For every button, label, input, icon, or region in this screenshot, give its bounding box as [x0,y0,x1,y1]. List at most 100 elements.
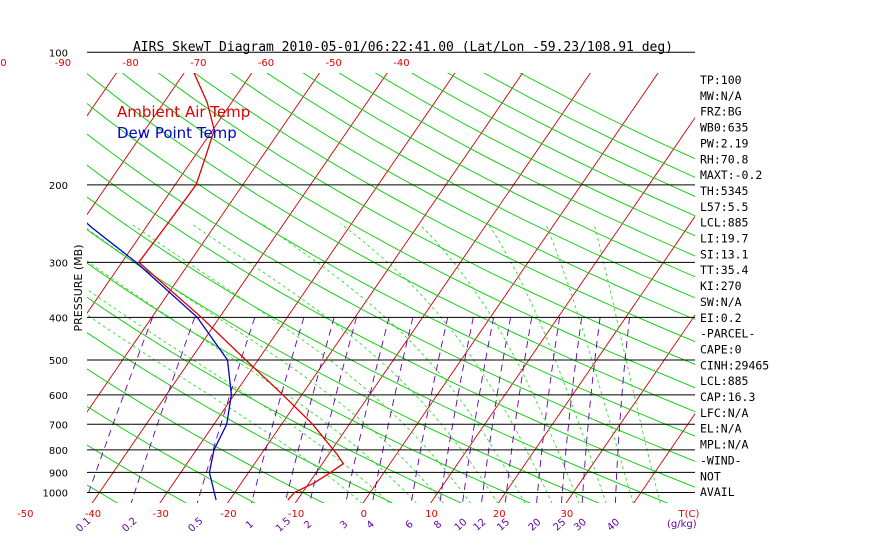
mixing-ratio-tick-label: 0.5 [186,516,205,535]
stability-index-item: LI:19.7 [700,232,749,246]
dry-adiabat-line [302,73,695,278]
isobar-lines [87,51,695,493]
bottom-temperature-tick-label: -50 [17,509,33,520]
stability-index-item: MW:N/A [700,89,742,103]
moist-adiabat-line [87,260,417,503]
pressure-tick-label: 600 [49,391,68,402]
bottom-temperature-tick-label: 10 [425,509,438,520]
moist-adiabat-line [87,228,444,503]
pressure-tick-label: 100 [49,48,68,59]
stability-index-item: FRZ:BG [700,105,742,119]
dry-adiabat-line [0,43,49,504]
dry-adiabat-line [193,73,695,343]
moist-adiabat-line [87,288,390,503]
isotherm-line [87,73,253,315]
stability-index-item: TP:100 [700,73,742,87]
bottom-temperature-tick-label: -20 [220,509,236,520]
dew-point-temp-line [87,222,233,501]
stability-index-item: MPL:N/A [700,438,749,452]
mixing-ratio-tick-label: 6 [404,519,416,531]
mixing-ratio-tick-label: 2 [302,519,314,531]
stability-index-item: TH:5345 [700,184,748,198]
stability-index-item: CINH:29465 [700,358,769,372]
isotherm-line [362,73,659,503]
mixing-ratio-tick-label: 4 [365,519,377,531]
pressure-tick-label: 700 [49,420,68,431]
isotherm-line [0,42,2,503]
dry-adiabat-line [374,73,695,237]
profile-lines [87,73,345,501]
isotherm-line [159,73,456,503]
stability-index-item: CAPE:0 [700,342,742,356]
dry-adiabat-line [483,73,695,178]
grid-lines [0,42,695,504]
stability-index-item: LCL:885 [700,216,748,230]
dry-adiabat-line [338,73,695,257]
bottom-temperature-tick-label: -30 [153,509,169,520]
stability-index-item: MAXT:-0.2 [700,168,762,182]
stability-index-item: NOT [700,469,721,483]
isotherm-line [227,73,524,503]
mixing-ratio-tick-label: 30 [572,517,589,534]
stability-index-item: EL:N/A [700,422,742,436]
top-temperature-tick-label: -80 [122,58,138,69]
stability-index-item: -PARCEL- [700,327,755,341]
mixing-ratio-tick-label: 12 [472,517,489,534]
mixing-ratio-tick-label: 1 [244,519,256,531]
mixing-ratio-tick-label: 8 [432,519,444,531]
top-temperature-tick-label: -50 [326,58,342,69]
moist-adiabat-line [593,223,661,503]
pressure-tick-label: 1000 [43,489,68,500]
bottom-temperature-tick-label: 0 [361,509,367,520]
mixing-ratio-line [87,317,154,499]
stability-index-item: AVAIL [700,485,735,499]
dry-adiabat-line [87,332,394,503]
mixing-ratio-tick-label: 20 [527,517,544,534]
dry-adiabat-line [87,196,669,503]
stability-index-item: PW:2.19 [700,136,749,150]
stability-index-item: WB0:635 [700,121,748,135]
moist-adiabat-line [487,223,607,503]
pressure-tick-label: 500 [49,356,68,367]
stability-index-item: SI:13.1 [700,247,749,261]
chart-title: AIRS SkewT Diagram 2010-05-01/06:22:41.0… [133,40,673,55]
bottom-temperature-tick-label: 20 [493,509,506,520]
isotherm-line [294,73,591,503]
isotherm-line [497,215,695,503]
dry-adiabat-line [87,405,256,503]
isotherm-line [87,73,321,413]
pressure-tick-label: 300 [49,258,68,269]
stability-index-item: TT:35.4 [700,263,749,277]
isotherm-line [633,412,695,503]
mixing-ratio-line [284,317,335,503]
mixing-ratio-tick-label: 40 [605,517,622,534]
top-temperature-tick-label: -90 [55,58,71,69]
dry-adiabat-line [446,73,695,197]
stability-index-item: SW:N/A [700,295,742,309]
top-temperature-tick-label: -70 [190,58,206,69]
moist-adiabat-line [545,223,634,503]
stability-index-item: EI:0.2 [700,311,742,325]
dry-adiabat-line [87,296,463,503]
dry-adiabat-line [230,73,695,320]
dry-adiabat-line [87,229,600,503]
pressure-tick-label: 400 [49,313,68,324]
moist-adiabat-line [340,223,553,503]
temperature-unit-label: T(C) [678,509,700,520]
top-temperature-tick-label: -100 [0,58,7,69]
moist-adiabat-line [130,223,472,503]
top-temperature-tick-label: -40 [393,58,409,69]
pressure-tick-label: 900 [49,468,68,479]
mixing-ratio-tick-label: 0.2 [120,516,139,535]
dry-adiabat-line [519,73,695,160]
isotherm-line [0,42,70,503]
dry-adiabat-line [121,73,695,389]
stability-index-item: RH:70.8 [700,152,749,166]
isotherm-line [565,314,695,503]
bottom-temperature-tick-label: -10 [288,509,304,520]
stability-index-item: KI:270 [700,279,742,293]
stability-index-item: -WIND- [700,453,742,467]
pressure-tick-label: 800 [49,446,68,457]
